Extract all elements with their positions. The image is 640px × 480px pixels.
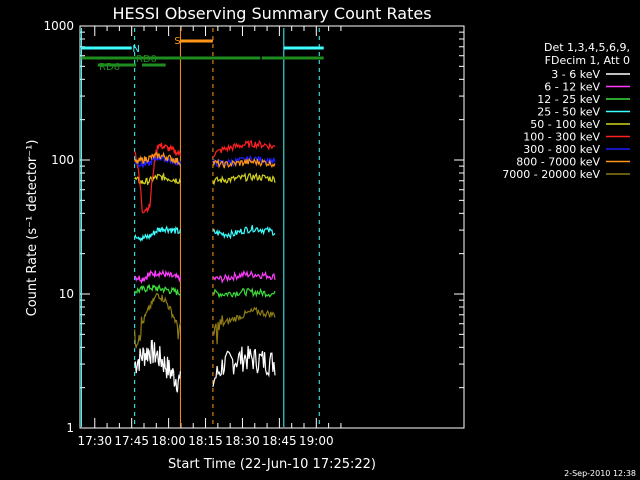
series-line — [134, 225, 181, 243]
legend-header: FDecim 1, Att 0 — [545, 54, 630, 67]
series-line — [134, 283, 181, 297]
plot-frame — [79, 25, 465, 429]
legend-entry-label: 50 - 100 keV — [530, 118, 600, 131]
flag-label: N — [132, 44, 139, 55]
timestamp-footer: 2-Sep-2010 12:38 — [564, 469, 636, 478]
y-tick-label: 1 — [66, 421, 74, 435]
legend-header: Det 1,3,4,5,6,9, — [544, 41, 630, 54]
y-tick-label: 10 — [59, 287, 74, 301]
series-line — [134, 268, 181, 284]
legend-entry-label: 12 - 25 keV — [537, 93, 600, 106]
legend-entry-label: 100 - 300 keV — [523, 131, 600, 144]
x-tick-label: 18:30 — [225, 434, 260, 448]
x-tick-label: 18:00 — [151, 434, 186, 448]
y-tick-label: 100 — [51, 153, 74, 167]
series-line — [134, 154, 181, 169]
y-axis-ticks: 1 10 100 1000 — [43, 19, 464, 435]
flag-label: S — [174, 36, 180, 47]
series-line — [134, 142, 181, 214]
legend-entry-label: 7000 - 20000 keV — [502, 168, 600, 181]
flag-label: RD0 — [136, 54, 157, 65]
series-line — [134, 172, 181, 185]
x-tick-label: 17:30 — [77, 434, 112, 448]
series-line — [212, 172, 276, 186]
y-axis-label: Count Rate (s⁻¹ detector⁻¹) — [25, 140, 40, 317]
legend-entry-label: 300 - 800 keV — [523, 143, 600, 156]
series-line — [212, 287, 276, 299]
legend-entry-label: 800 - 7000 keV — [516, 156, 600, 169]
y-tick-label: 1000 — [43, 19, 74, 33]
series-line — [212, 345, 276, 388]
x-axis-label: Start Time (22-Jun-10 17:25:22) — [168, 457, 376, 472]
x-tick-label: 17:45 — [114, 434, 149, 448]
x-axis-ticks: 17:30 17:45 18:00 18:15 18:30 18:45 19:00 — [77, 26, 342, 448]
x-tick-label: 19:00 — [299, 434, 334, 448]
series-line — [212, 269, 276, 284]
series-line — [134, 292, 181, 349]
series-line — [212, 157, 276, 169]
legend: Det 1,3,4,5,6,9,FDecim 1, Att 03 - 6 keV… — [502, 41, 630, 181]
legend-entry-label: 25 - 50 keV — [537, 106, 600, 119]
legend-entry-label: 6 - 12 keV — [544, 81, 600, 94]
series-line — [134, 151, 181, 167]
series-line — [212, 306, 276, 345]
series-line — [212, 154, 276, 168]
chart-title: HESSI Observing Summary Count Rates — [112, 4, 431, 23]
x-tick-label: 18:15 — [188, 434, 223, 448]
flag-label: RD6 — [99, 62, 120, 73]
legend-entry-label: 3 - 6 keV — [551, 68, 600, 81]
x-tick-label: 18:45 — [262, 434, 297, 448]
series-line — [212, 225, 276, 240]
series-line — [134, 339, 181, 393]
series-line — [212, 139, 276, 158]
